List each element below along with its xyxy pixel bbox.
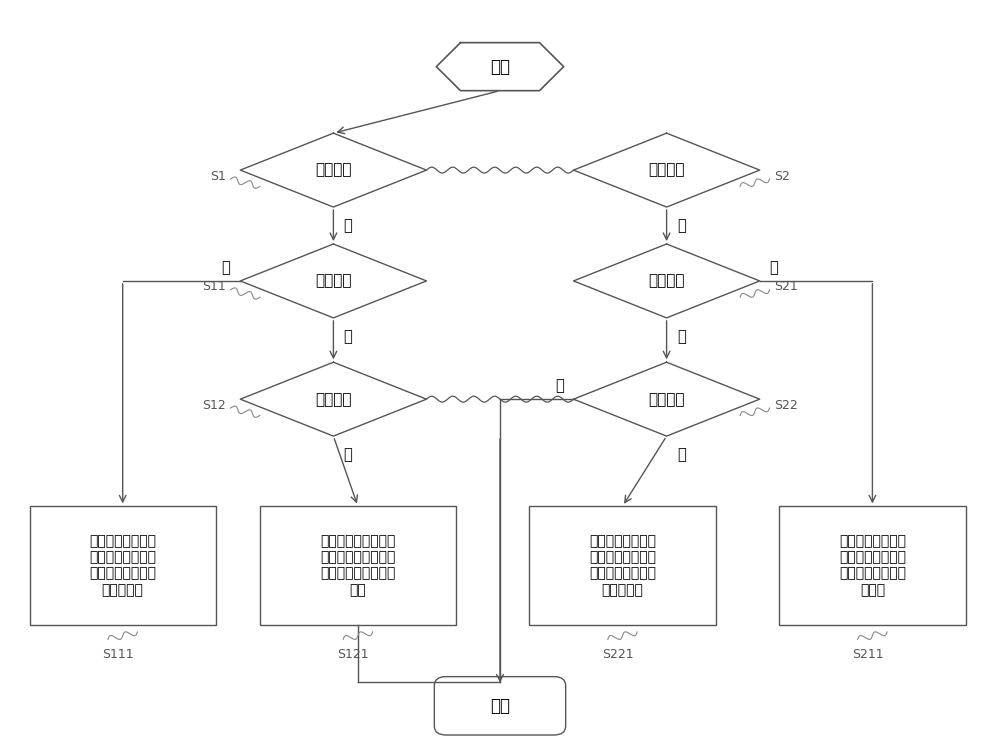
Text: 变幅动作: 变幅动作 <box>648 274 685 289</box>
Polygon shape <box>436 43 564 90</box>
Text: 开始: 开始 <box>490 57 510 75</box>
Text: 是: 是 <box>677 218 686 233</box>
Text: 是: 是 <box>770 260 778 275</box>
Text: S21: S21 <box>774 280 798 293</box>
FancyBboxPatch shape <box>529 507 716 624</box>
Text: S12: S12 <box>202 399 226 412</box>
Text: S111: S111 <box>102 648 134 661</box>
Text: 否: 否 <box>677 329 686 344</box>
Text: 由地面变幅随动子
模块根据伸缩长度
控制吊钩与地面距
离保持不变: 由地面变幅随动子 模块根据伸缩长度 控制吊钩与地面距 离保持不变 <box>89 534 156 596</box>
Text: S211: S211 <box>852 648 883 661</box>
FancyBboxPatch shape <box>434 676 566 735</box>
FancyBboxPatch shape <box>30 507 216 624</box>
Text: 由地面伸缩随动子模
块根据变幅幅度控制
吊钩与地面距离保持
不变: 由地面伸缩随动子模 块根据变幅幅度控制 吊钩与地面距离保持 不变 <box>320 534 396 596</box>
Polygon shape <box>574 362 760 436</box>
Text: 由臂头伸缩随动子
模块根据伸缩长度
控制吊钩与臂头距
离保持不变: 由臂头伸缩随动子 模块根据伸缩长度 控制吊钩与臂头距 离保持不变 <box>589 534 656 596</box>
Text: S2: S2 <box>774 170 790 182</box>
Text: 地面模式: 地面模式 <box>315 163 352 178</box>
Text: 结束: 结束 <box>490 697 510 715</box>
Text: 否: 否 <box>555 379 564 394</box>
Text: 否: 否 <box>344 329 352 344</box>
Text: S121: S121 <box>337 648 369 661</box>
Polygon shape <box>574 244 760 318</box>
Text: 是: 是 <box>677 447 686 462</box>
Polygon shape <box>240 362 427 436</box>
Text: S22: S22 <box>774 399 798 412</box>
Text: 由臂头变幅随动子
模块根据变幅幅度
控制吊钩保持于当
前状态: 由臂头变幅随动子 模块根据变幅幅度 控制吊钩保持于当 前状态 <box>839 534 906 596</box>
Polygon shape <box>240 244 427 318</box>
Text: 伸缩动作: 伸缩动作 <box>648 391 685 406</box>
Text: S11: S11 <box>202 280 226 293</box>
Text: S221: S221 <box>602 648 633 661</box>
Text: 是: 是 <box>222 260 230 275</box>
Text: 变幅动作: 变幅动作 <box>315 274 352 289</box>
Text: 臂头模式: 臂头模式 <box>648 163 685 178</box>
Text: S1: S1 <box>210 170 226 182</box>
Text: 伸缩动作: 伸缩动作 <box>315 391 352 406</box>
Polygon shape <box>240 133 427 207</box>
Text: 是: 是 <box>344 447 352 462</box>
Polygon shape <box>574 133 760 207</box>
Text: 是: 是 <box>344 218 352 233</box>
FancyBboxPatch shape <box>260 507 456 624</box>
FancyBboxPatch shape <box>779 507 966 624</box>
